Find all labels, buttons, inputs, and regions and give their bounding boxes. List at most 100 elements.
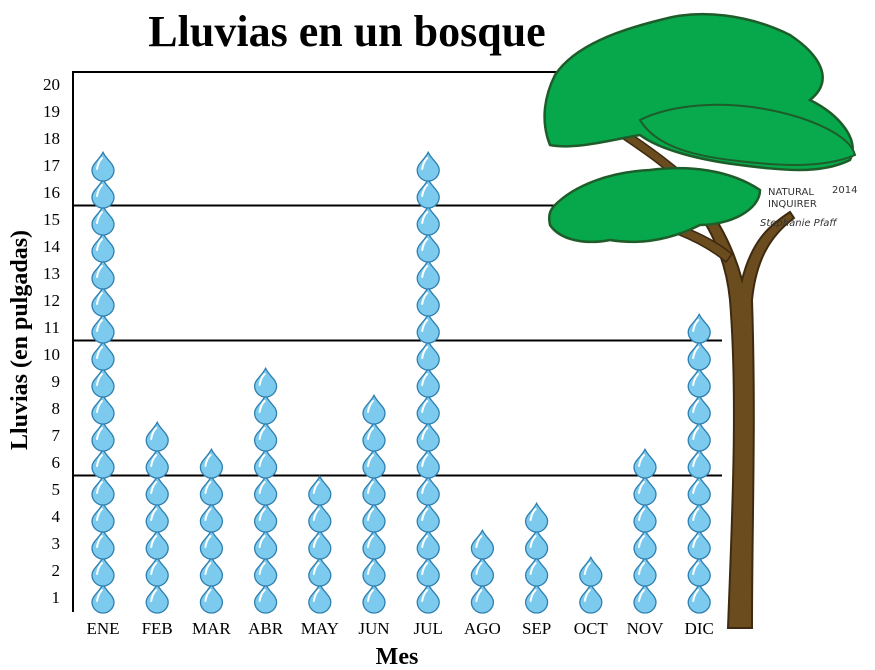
raindrop (255, 395, 277, 424)
raindrop (146, 557, 168, 586)
raindrop (417, 584, 439, 613)
x-tick-label: JUL (414, 619, 443, 638)
raindrop (92, 584, 114, 613)
raindrop (255, 503, 277, 532)
y-tick-label: 8 (52, 399, 61, 418)
raindrop (363, 422, 385, 451)
raindrop (688, 503, 710, 532)
raindrop (92, 152, 114, 181)
raindrop (92, 287, 114, 316)
raindrop (634, 584, 656, 613)
chart: Lluvias en un bosque Lluvias (en pulgada… (0, 0, 875, 670)
drop-column (580, 557, 602, 613)
raindrop (417, 287, 439, 316)
raindrop (526, 557, 548, 586)
raindrop (471, 530, 493, 559)
drop-column (146, 422, 168, 613)
raindrop (146, 476, 168, 505)
raindrop (417, 152, 439, 181)
raindrop (634, 557, 656, 586)
credit-text: INQUIRER (768, 199, 817, 210)
x-tick-label: SEP (522, 619, 551, 638)
raindrop (255, 530, 277, 559)
x-tick-label: MAR (192, 619, 231, 638)
drop-column (200, 449, 222, 613)
raindrop (688, 341, 710, 370)
raindrop (309, 584, 331, 613)
raindrop (363, 557, 385, 586)
raindrop (634, 503, 656, 532)
raindrop (634, 530, 656, 559)
raindrop (417, 206, 439, 235)
raindrop (417, 557, 439, 586)
raindrop (417, 476, 439, 505)
raindrop (471, 584, 493, 613)
raindrop (363, 449, 385, 478)
raindrop (580, 557, 602, 586)
x-tick-label: DIC (685, 619, 714, 638)
y-tick-label: 12 (43, 291, 60, 310)
raindrop (92, 206, 114, 235)
credit-text: Stephanie Pfaff (760, 218, 838, 229)
raindrop (255, 584, 277, 613)
raindrop (146, 422, 168, 451)
plot: 1234567891011121314151617181920ENEFEBMAR… (43, 75, 722, 638)
raindrop (417, 422, 439, 451)
raindrop (146, 449, 168, 478)
x-tick-label: JUN (358, 619, 389, 638)
raindrop (309, 530, 331, 559)
raindrop (417, 530, 439, 559)
raindrop (688, 530, 710, 559)
raindrop (255, 422, 277, 451)
raindrop (417, 449, 439, 478)
raindrop (526, 584, 548, 613)
raindrop (146, 530, 168, 559)
raindrop (146, 584, 168, 613)
raindrop (92, 449, 114, 478)
raindrop (526, 530, 548, 559)
raindrop (363, 503, 385, 532)
y-tick-label: 14 (43, 237, 61, 256)
credit-text: NATURAL (768, 187, 814, 198)
raindrop (255, 476, 277, 505)
raindrop (92, 233, 114, 262)
x-tick-label: FEB (142, 619, 173, 638)
raindrop (417, 395, 439, 424)
y-tick-label: 15 (43, 210, 60, 229)
drop-column (417, 152, 439, 613)
x-tick-label: NOV (627, 619, 665, 638)
y-tick-label: 7 (52, 426, 61, 445)
raindrop (363, 476, 385, 505)
raindrop (363, 584, 385, 613)
x-axis-label: Mes (376, 644, 419, 670)
raindrop (363, 530, 385, 559)
x-tick-label: ABR (248, 619, 284, 638)
y-tick-label: 4 (52, 507, 61, 526)
raindrop (363, 395, 385, 424)
x-tick-label: ENE (86, 619, 119, 638)
y-tick-label: 3 (52, 534, 61, 553)
raindrop (92, 179, 114, 208)
raindrop (309, 557, 331, 586)
raindrop (200, 557, 222, 586)
raindrop (417, 503, 439, 532)
y-tick-label: 5 (52, 480, 61, 499)
raindrop (417, 341, 439, 370)
y-tick-label: 1 (52, 588, 61, 607)
raindrop (688, 476, 710, 505)
raindrop (688, 314, 710, 343)
raindrop (92, 314, 114, 343)
raindrop (92, 557, 114, 586)
raindrop (92, 368, 114, 397)
raindrop (92, 260, 114, 289)
raindrop (92, 422, 114, 451)
y-tick-label: 11 (44, 318, 60, 337)
drop-column (471, 530, 493, 613)
raindrop (688, 584, 710, 613)
y-tick-label: 6 (52, 453, 61, 472)
raindrop (255, 557, 277, 586)
raindrop (200, 584, 222, 613)
raindrop (309, 503, 331, 532)
y-tick-label: 9 (52, 372, 61, 391)
raindrop (200, 449, 222, 478)
